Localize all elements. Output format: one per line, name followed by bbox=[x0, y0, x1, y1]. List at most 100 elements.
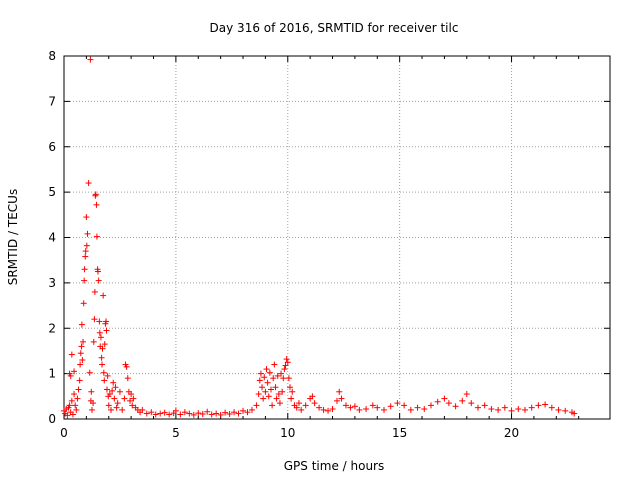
data-point bbox=[267, 386, 274, 393]
data-point bbox=[101, 377, 108, 384]
data-point bbox=[84, 230, 91, 237]
data-point bbox=[363, 406, 370, 413]
data-point bbox=[81, 277, 88, 284]
data-point bbox=[93, 233, 100, 240]
data-point bbox=[316, 404, 323, 411]
data-point bbox=[295, 400, 302, 407]
data-point bbox=[298, 406, 305, 413]
data-point bbox=[562, 407, 569, 414]
data-point bbox=[463, 391, 470, 398]
data-point bbox=[67, 372, 74, 379]
data-point bbox=[130, 395, 137, 402]
data-point bbox=[195, 410, 202, 417]
data-point bbox=[266, 369, 273, 376]
data-series bbox=[61, 56, 578, 419]
x-tick-label: 15 bbox=[392, 426, 407, 440]
data-point bbox=[293, 404, 300, 411]
data-point bbox=[68, 397, 75, 404]
data-point bbox=[401, 402, 408, 409]
data-point bbox=[217, 411, 224, 418]
data-point bbox=[79, 357, 86, 364]
data-point bbox=[96, 318, 103, 325]
data-point bbox=[325, 407, 332, 414]
data-point bbox=[270, 375, 277, 382]
data-point bbox=[265, 393, 272, 400]
data-point bbox=[287, 384, 294, 391]
data-point bbox=[434, 398, 441, 405]
data-point bbox=[68, 351, 75, 358]
data-point bbox=[208, 411, 215, 418]
data-point bbox=[121, 395, 128, 402]
data-point bbox=[542, 401, 549, 408]
data-point bbox=[336, 388, 343, 395]
data-point bbox=[535, 402, 542, 409]
data-point bbox=[407, 406, 414, 413]
data-point bbox=[262, 388, 269, 395]
data-point bbox=[276, 400, 283, 407]
data-point bbox=[244, 409, 251, 416]
data-point bbox=[278, 370, 285, 377]
data-point bbox=[71, 391, 78, 398]
data-point bbox=[106, 391, 113, 398]
data-point bbox=[78, 321, 85, 328]
data-point bbox=[105, 402, 112, 409]
data-point bbox=[71, 368, 78, 375]
data-point bbox=[338, 395, 345, 402]
data-point bbox=[255, 391, 262, 398]
data-point bbox=[177, 411, 184, 418]
data-point bbox=[190, 411, 197, 418]
data-point bbox=[93, 201, 100, 208]
data-point bbox=[289, 388, 296, 395]
x-axis-label: GPS time / hours bbox=[284, 459, 385, 473]
data-point bbox=[459, 397, 466, 404]
data-point bbox=[320, 406, 327, 413]
data-point bbox=[356, 406, 363, 413]
data-point bbox=[64, 412, 71, 419]
data-point bbox=[88, 388, 95, 395]
data-point bbox=[253, 402, 260, 409]
data-point bbox=[100, 369, 107, 376]
data-point bbox=[213, 410, 220, 417]
data-point bbox=[90, 338, 97, 345]
data-point bbox=[91, 288, 98, 295]
data-point bbox=[555, 406, 562, 413]
data-point bbox=[311, 400, 318, 407]
data-point bbox=[78, 343, 85, 350]
data-point bbox=[521, 406, 528, 413]
y-tick-label: 0 bbox=[48, 412, 56, 426]
data-point bbox=[274, 372, 281, 379]
data-point bbox=[281, 366, 288, 373]
y-tick-label: 3 bbox=[48, 276, 56, 290]
data-point bbox=[248, 406, 255, 413]
data-point bbox=[95, 268, 102, 275]
data-point bbox=[204, 408, 211, 415]
data-point bbox=[427, 402, 434, 409]
data-point bbox=[369, 402, 376, 409]
data-point bbox=[98, 354, 105, 361]
data-point bbox=[103, 327, 110, 334]
data-point bbox=[90, 400, 97, 407]
y-axis-label: SRMTID / TECUs bbox=[6, 189, 20, 285]
data-point bbox=[501, 404, 508, 411]
data-point bbox=[73, 406, 80, 413]
data-point bbox=[152, 411, 159, 418]
data-point bbox=[342, 402, 349, 409]
data-point bbox=[284, 359, 291, 366]
data-point bbox=[488, 406, 495, 413]
data-point bbox=[88, 406, 95, 413]
data-point bbox=[172, 407, 179, 414]
data-point bbox=[103, 386, 110, 393]
data-point bbox=[80, 300, 87, 307]
data-point bbox=[161, 409, 168, 416]
data-point bbox=[104, 372, 111, 379]
y-tick-label: 4 bbox=[48, 231, 56, 245]
data-point bbox=[119, 406, 126, 413]
data-point bbox=[329, 406, 336, 413]
data-point bbox=[85, 180, 92, 187]
data-point bbox=[100, 292, 107, 299]
data-point bbox=[77, 361, 84, 368]
data-point bbox=[231, 409, 238, 416]
data-point bbox=[445, 400, 452, 407]
x-tick-label: 20 bbox=[504, 426, 519, 440]
y-tick-label: 5 bbox=[48, 185, 56, 199]
